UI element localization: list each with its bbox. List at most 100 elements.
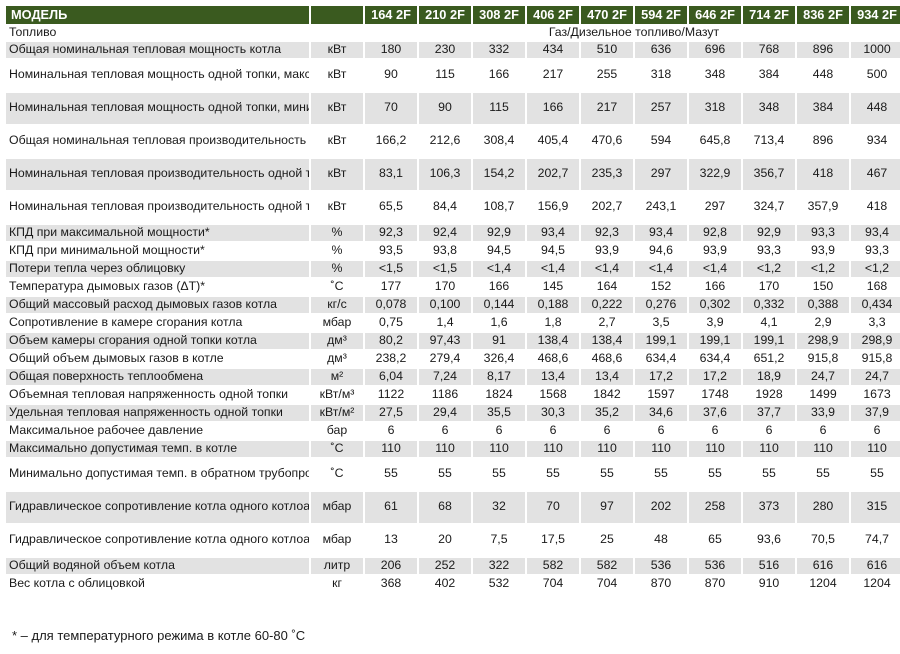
param-value: 166 — [689, 278, 741, 295]
param-value: 61 — [365, 491, 417, 523]
param-value: <1,5 — [419, 260, 471, 277]
spec-row: Максимальное рабочее давление бар 6 6 6 6 6 6 6 6… — [6, 422, 900, 439]
param-value: <1,4 — [581, 260, 633, 277]
param-value: 97 — [581, 491, 633, 523]
param-value: 177 — [365, 278, 417, 295]
param-value: 110 — [689, 440, 741, 457]
param-value: 6 — [473, 422, 525, 439]
param-value: 0,078 — [365, 296, 417, 313]
spec-row: Вес котла с облицовкой кг 368 402 532 704 704 8… — [6, 575, 900, 592]
spec-row: Номинальная тепловая мощность одной топк… — [6, 92, 900, 124]
param-value: 1,8 — [527, 314, 579, 331]
param-unit: % — [311, 260, 363, 277]
param-value: 84,4 — [419, 191, 471, 223]
param-value: 93,4 — [527, 224, 579, 241]
param-value: 0,302 — [689, 296, 741, 313]
param-value: 582 — [581, 557, 633, 574]
param-value: 33,9 — [797, 404, 849, 421]
param-label: Общая поверхность теплообмена — [6, 368, 309, 385]
fuel-label: Топливо — [6, 26, 309, 40]
param-value: 536 — [635, 557, 687, 574]
param-value: 405,4 — [527, 125, 579, 157]
param-value: 93,3 — [851, 242, 900, 259]
spec-row: Гидравлическое сопротивление котла одног… — [6, 524, 900, 556]
param-value: 199,1 — [743, 332, 795, 349]
footnote: * – для температурного режима в котле 60… — [12, 628, 306, 643]
param-value: 70,5 — [797, 524, 849, 556]
param-value: 8,17 — [473, 368, 525, 385]
param-value: 156,9 — [527, 191, 579, 223]
param-value: 616 — [851, 557, 900, 574]
param-value: 235,3 — [581, 158, 633, 190]
param-value: 93,9 — [581, 242, 633, 259]
param-value: 510 — [581, 41, 633, 58]
param-value: 29,4 — [419, 404, 471, 421]
param-label: Максимально допустимая темп. в котле — [6, 440, 309, 457]
param-value: 37,6 — [689, 404, 741, 421]
param-value: 17,5 — [527, 524, 579, 556]
param-value: 145 — [527, 278, 579, 295]
param-value: 1,6 — [473, 314, 525, 331]
spec-row: Потери тепла через облицовку% <1,5 <1,5 <1,… — [6, 260, 900, 277]
param-value: 356,7 — [743, 158, 795, 190]
param-value: 93,9 — [689, 242, 741, 259]
spec-row: Общая поверхность теплообмена м² 6,04 7,24 8… — [6, 368, 900, 385]
param-value: 3,3 — [851, 314, 900, 331]
param-value: 217 — [581, 92, 633, 124]
param-value: 6,04 — [365, 368, 417, 385]
param-value: 24,7 — [851, 368, 900, 385]
param-value: 434 — [527, 41, 579, 58]
param-value: 255 — [581, 59, 633, 91]
param-label: Номинальная тепловая мощность одной топк… — [6, 92, 309, 124]
param-value: 915,8 — [797, 350, 849, 367]
param-value: 13 — [365, 524, 417, 556]
param-label: Номинальная тепловая производительность … — [6, 191, 309, 223]
param-value: 70 — [527, 491, 579, 523]
param-value: 896 — [797, 41, 849, 58]
param-value: 55 — [635, 458, 687, 490]
param-value: 6 — [527, 422, 579, 439]
param-unit: дм³ — [311, 332, 363, 349]
param-label: Номинальная тепловая производительность … — [6, 158, 309, 190]
param-value: 55 — [419, 458, 471, 490]
param-value: 500 — [851, 59, 900, 91]
param-unit: кг/с — [311, 296, 363, 313]
param-value: 92,9 — [473, 224, 525, 241]
param-unit: мбар — [311, 314, 363, 331]
param-label: Общая номинальная тепловая производитель… — [6, 125, 309, 157]
param-value: 297 — [689, 191, 741, 223]
param-value: 7,24 — [419, 368, 471, 385]
param-value: 468,6 — [581, 350, 633, 367]
param-value: 373 — [743, 491, 795, 523]
param-value: 257 — [635, 92, 687, 124]
param-value: 536 — [689, 557, 741, 574]
param-value: 0,100 — [419, 296, 471, 313]
param-value: 934 — [851, 125, 900, 157]
param-value: 713,4 — [743, 125, 795, 157]
param-unit: кВт — [311, 191, 363, 223]
param-value: 384 — [743, 59, 795, 91]
param-value: 17,2 — [689, 368, 741, 385]
unit-header — [311, 6, 363, 24]
param-value: 94,6 — [635, 242, 687, 259]
param-value: 1499 — [797, 386, 849, 403]
param-value: 1928 — [743, 386, 795, 403]
param-value: 243,1 — [635, 191, 687, 223]
param-unit: кВт — [311, 158, 363, 190]
param-value: 448 — [797, 59, 849, 91]
param-value: 318 — [635, 59, 687, 91]
spec-table: МОДЕЛЬ 164 2F 210 2F 308 2F 406 2F 470 2F 594… — [4, 4, 900, 594]
param-value: 164 — [581, 278, 633, 295]
param-value: <1,4 — [689, 260, 741, 277]
param-value: 170 — [419, 278, 471, 295]
spec-row: Гидравлическое сопротивление котла одног… — [6, 491, 900, 523]
param-value: 651,2 — [743, 350, 795, 367]
param-label: КПД при минимальной мощности* — [6, 242, 309, 259]
spec-row: Сопротивление в камере сгорания котла мба… — [6, 314, 900, 331]
param-value: 6 — [419, 422, 471, 439]
param-value: 470,6 — [581, 125, 633, 157]
param-value: 20 — [419, 524, 471, 556]
param-value: 55 — [851, 458, 900, 490]
param-value: 258 — [689, 491, 741, 523]
param-value: 93,9 — [797, 242, 849, 259]
